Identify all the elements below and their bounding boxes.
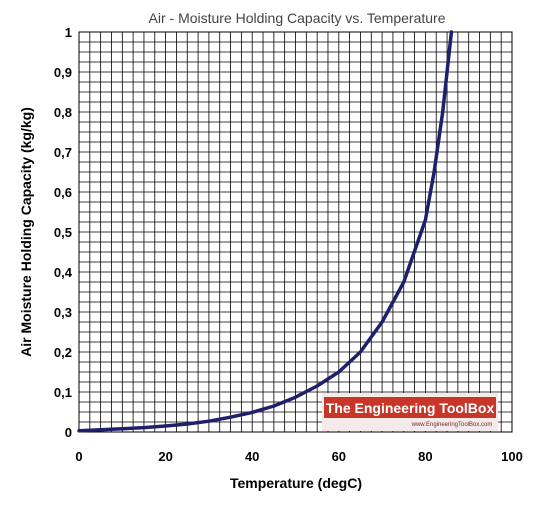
y-tick-label: 0,9 <box>54 65 72 80</box>
y-tick-label: 0,5 <box>54 225 72 240</box>
x-tick-label: 60 <box>332 449 346 464</box>
y-tick-label: 0,1 <box>54 385 72 400</box>
x-tick-labels: 0 20 40 60 80 100 <box>75 449 522 464</box>
x-tick-label: 100 <box>501 449 523 464</box>
x-tick-label: 40 <box>245 449 259 464</box>
grid <box>79 32 512 432</box>
y-axis-title: Air Moisture Holding Capacity (kg/kg) <box>18 107 34 357</box>
series-line <box>77 30 454 433</box>
x-tick-label: 80 <box>418 449 432 464</box>
y-tick-label: 0,2 <box>54 345 72 360</box>
y-tick-label: 0,3 <box>54 305 72 320</box>
chart-title: Air - Moisture Holding Capacity vs. Temp… <box>149 10 446 26</box>
x-tick-label: 20 <box>158 449 172 464</box>
y-tick-label: 0,4 <box>54 265 73 280</box>
x-tick-label: 0 <box>75 449 82 464</box>
watermark-title: The Engineering ToolBox <box>326 400 495 416</box>
plot-area-border <box>78 31 513 433</box>
y-tick-label: 0,7 <box>54 145 72 160</box>
y-tick-labels: 0 0,1 0,2 0,3 0,4 0,5 0,6 0,7 0,8 0,9 1 <box>54 25 73 440</box>
y-tick-label: 1 <box>65 25 72 40</box>
x-axis-title: Temperature (degC) <box>230 475 362 491</box>
watermark-banner <box>324 397 496 418</box>
y-tick-label: 0,6 <box>54 185 72 200</box>
y-tick-label: 0 <box>65 425 72 440</box>
watermark-logo: The Engineering ToolBox www.EngineeringT… <box>322 393 498 431</box>
watermark-url: www.EngineeringToolBox.com <box>411 422 493 428</box>
series-layer <box>77 30 454 433</box>
y-tick-label: 0,8 <box>54 105 72 120</box>
